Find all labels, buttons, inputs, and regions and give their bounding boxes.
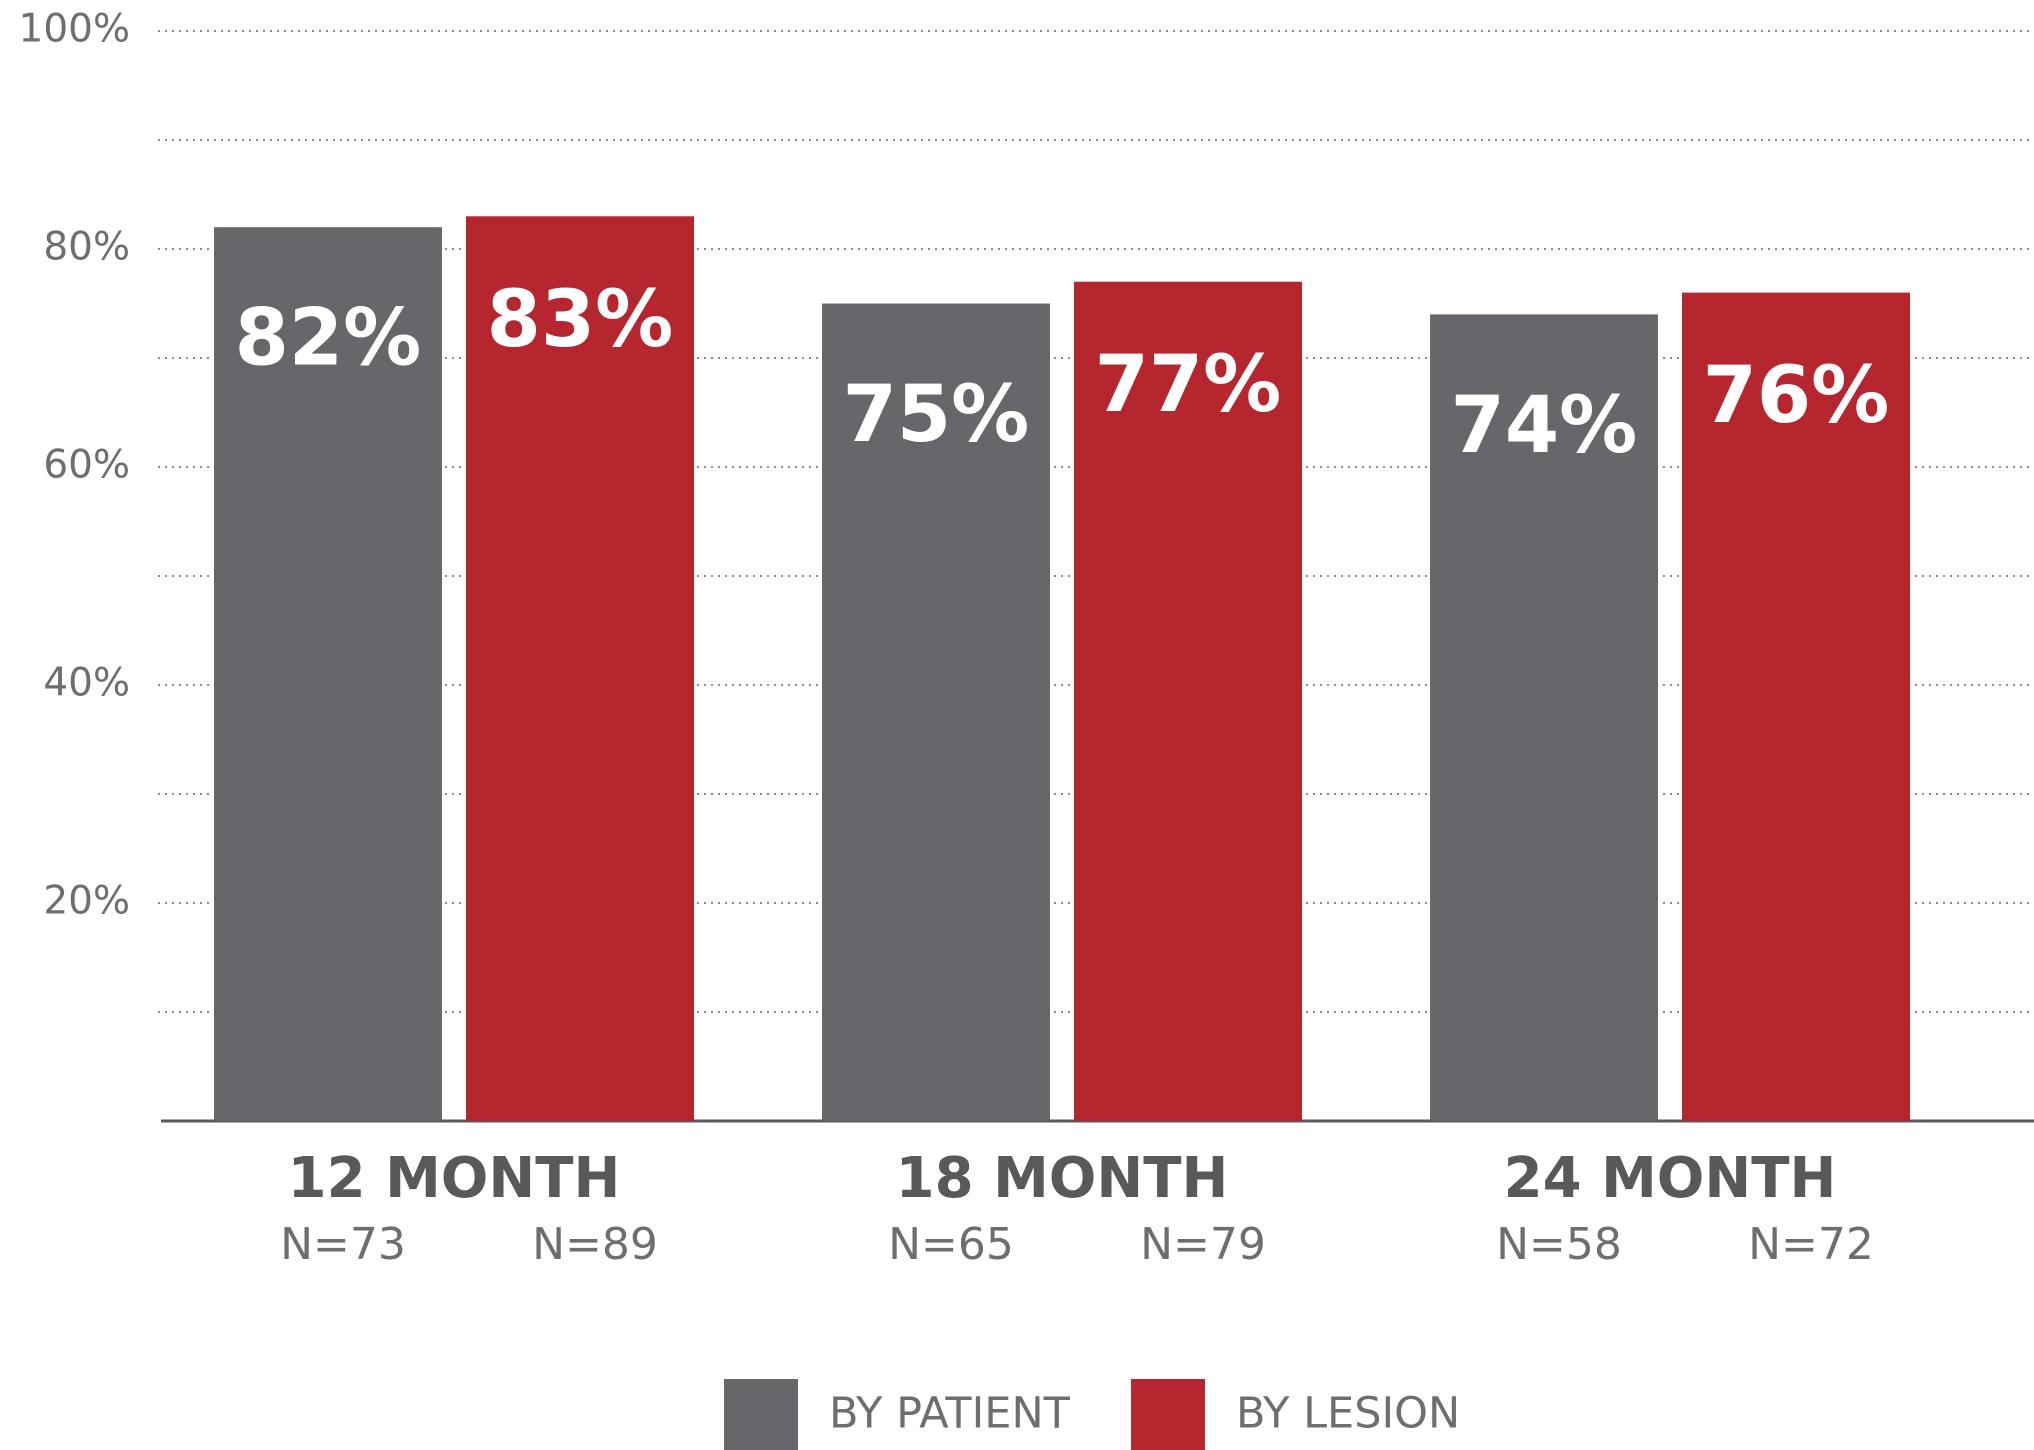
- bar: [1430, 314, 1658, 1121]
- legend-label: BY LESION: [1236, 1389, 1460, 1439]
- data-label: 82%: [235, 294, 422, 384]
- y-tick-label: 100%: [19, 7, 131, 52]
- x-tick-label: 24 MONTH: [1504, 1146, 1837, 1211]
- legend-swatch: [724, 1379, 798, 1450]
- data-label: 74%: [1451, 381, 1638, 471]
- n-label: N=89: [532, 1219, 658, 1270]
- n-label: N=72: [1748, 1219, 1874, 1270]
- legend-label: BY PATIENT: [829, 1389, 1071, 1439]
- n-label: N=65: [888, 1219, 1014, 1270]
- y-tick-label: 60%: [43, 443, 130, 488]
- n-label: N=58: [1496, 1219, 1622, 1270]
- y-tick-label: 20%: [43, 879, 130, 924]
- data-label: 75%: [843, 370, 1030, 460]
- n-label: N=79: [1140, 1219, 1266, 1270]
- bar: [822, 303, 1050, 1121]
- bar: [214, 227, 442, 1121]
- data-label: 83%: [487, 275, 674, 365]
- x-tick-label: 18 MONTH: [896, 1146, 1229, 1211]
- y-tick-label: 40%: [43, 661, 130, 706]
- data-label: 77%: [1095, 340, 1282, 430]
- legend-swatch: [1131, 1379, 1205, 1450]
- n-label: N=73: [280, 1219, 406, 1270]
- x-tick-label: 12 MONTH: [288, 1146, 621, 1211]
- bar: [1682, 292, 1910, 1122]
- y-tick-label: 80%: [43, 225, 130, 270]
- bar: [1074, 281, 1302, 1121]
- data-label: 76%: [1703, 351, 1890, 441]
- bar: [466, 216, 694, 1122]
